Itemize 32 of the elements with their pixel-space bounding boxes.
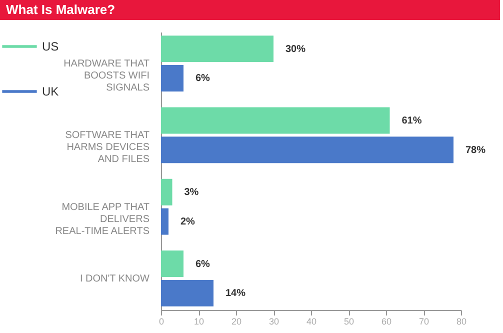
x-tick-label: 0 (158, 316, 164, 326)
chart-title: What Is Malware? (0, 0, 500, 20)
y-tick-label: HARDWARE THAT BOOSTS WIFI SIGNALS (64, 58, 150, 94)
bar (161, 178, 172, 206)
x-tick-label: 70 (418, 316, 430, 326)
bar (161, 64, 184, 92)
legend-label: US (42, 40, 59, 54)
x-tick-label: 20 (231, 316, 242, 326)
data-label: 61% (402, 115, 422, 126)
data-label: 78% (466, 144, 486, 156)
legend-label: UK (42, 84, 59, 98)
x-tick-label: 60 (381, 316, 392, 326)
data-label: 30% (286, 44, 306, 55)
bar (161, 107, 390, 134)
x-tick-label: 80 (456, 316, 467, 326)
bar (161, 208, 168, 235)
data-label: 6% (196, 73, 210, 84)
bar (161, 36, 274, 62)
x-tick-label: 40 (306, 316, 317, 326)
x-tick-label: 30 (268, 316, 280, 326)
x-tick-label: 50 (344, 316, 354, 326)
y-tick-label: SOFTWARE THAT HARMS DEVICES AND FILES (65, 130, 150, 166)
bar (161, 280, 214, 306)
data-label: 14% (226, 288, 246, 300)
y-tick-label: MOBILE APP THAT DELIVERS REAL-TIME ALERTS (55, 202, 150, 237)
data-label: 6% (196, 258, 210, 270)
x-tick-label: 10 (194, 316, 204, 326)
bar (161, 136, 454, 164)
y-tick-label: I DON'T KNOW (80, 273, 150, 284)
bar (161, 250, 184, 278)
data-label: 2% (180, 216, 196, 228)
data-label: 3% (184, 187, 199, 198)
